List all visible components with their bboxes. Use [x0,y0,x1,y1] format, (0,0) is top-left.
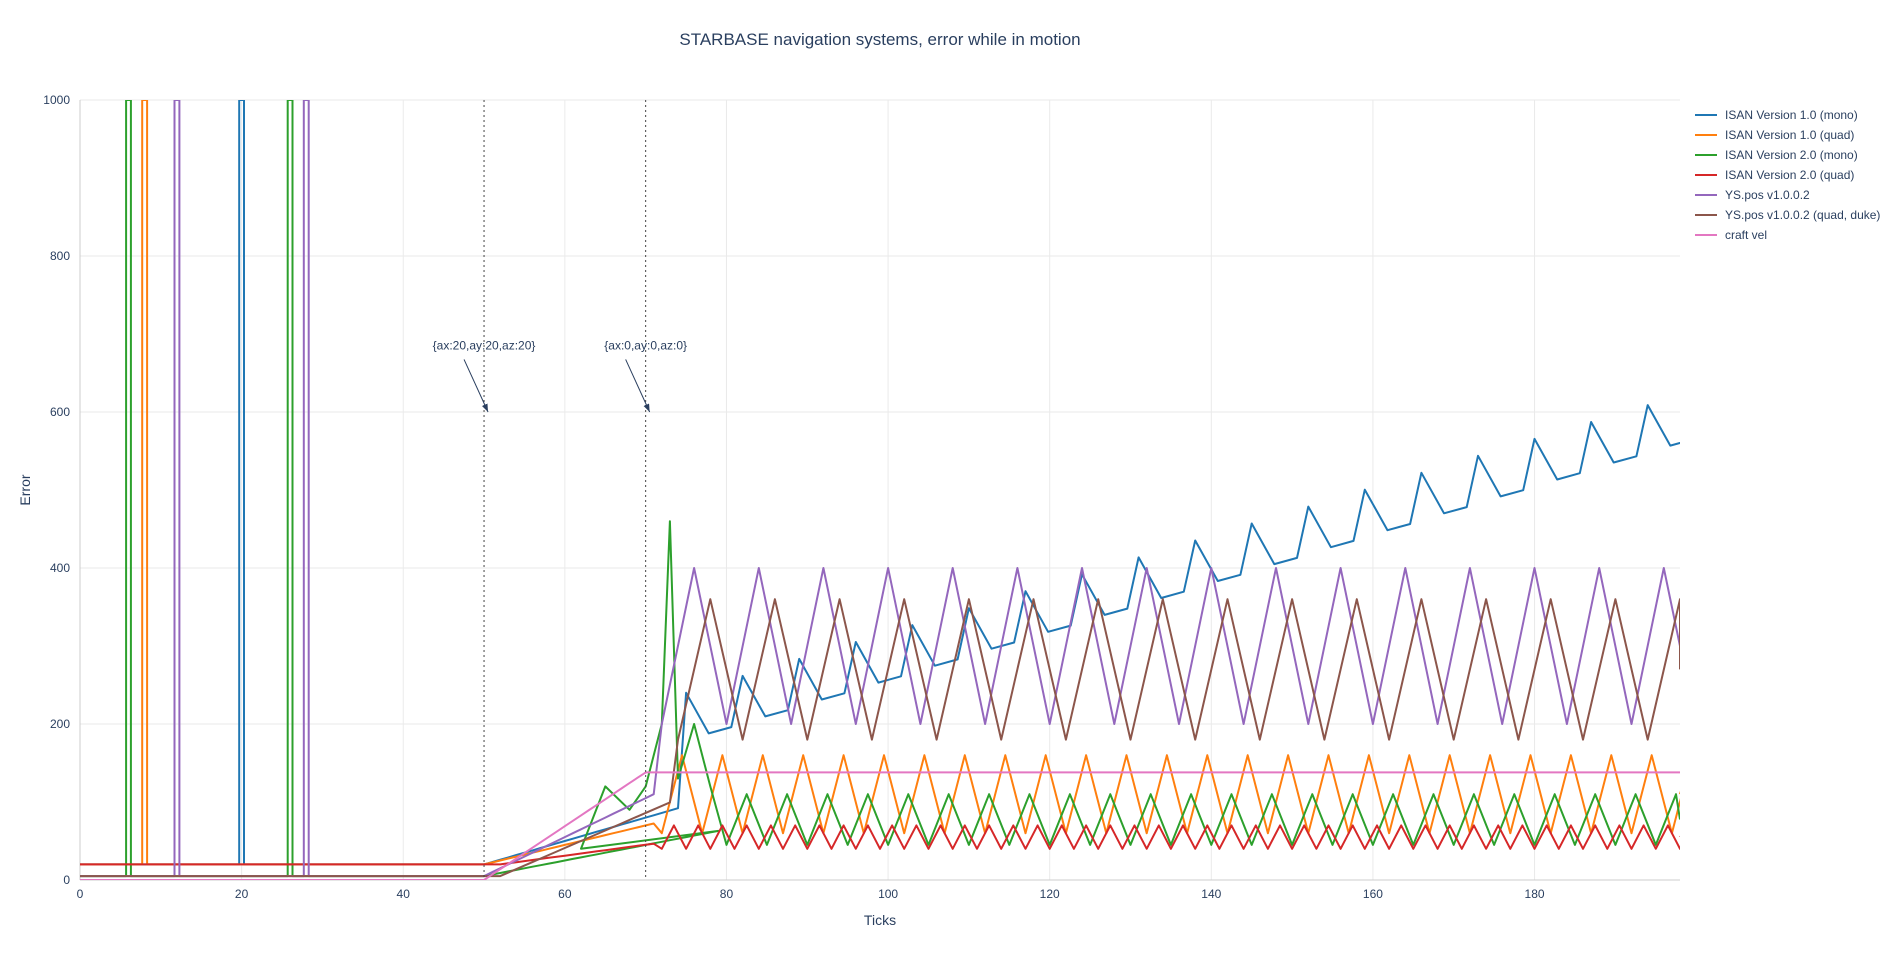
x-tick-label: 60 [558,887,572,901]
x-tick-label: 40 [397,887,411,901]
legend-label: YS.pos v1.0.0.2 [1725,188,1810,202]
legend-label: ISAN Version 1.0 (quad) [1725,128,1854,142]
plot-area: ISAN Version 1.0 (mono)ISAN Version 1.0 … [80,100,1693,880]
series-line: ISAN Version 2.0 (quad) [80,825,1692,864]
x-tick-label: 180 [1525,887,1545,901]
legend-label: craft vel [1725,228,1767,242]
chart-title: STARBASE navigation systems, error while… [679,30,1080,49]
series-line: ISAN Version 1.0 (quad) [80,100,1692,864]
x-tick-label: 80 [720,887,734,901]
y-tick-label: 600 [50,405,70,419]
y-tick-label: 1000 [43,93,70,107]
y-tick-label: 200 [50,717,70,731]
x-tick-label: 120 [1040,887,1060,901]
x-axis-label: Ticks [864,912,896,928]
x-tick-label: 0 [77,887,84,901]
annotation-label: {ax:20,ay:20,az:20} [433,338,536,352]
y-tick-label: 800 [50,249,70,263]
annotation-label: {ax:0,ay:0,az:0} [604,338,687,352]
x-tick-label: 160 [1363,887,1383,901]
x-tick-label: 140 [1201,887,1221,901]
legend-label: ISAN Version 2.0 (quad) [1725,168,1854,182]
y-tick-label: 400 [50,561,70,575]
y-tick-label: 0 [63,873,70,887]
series-line: ISAN Version 2.0 (mono) [80,100,1680,876]
chart-container: STARBASE navigation systems, error while… [0,0,1904,959]
legend-label: ISAN Version 2.0 (mono) [1725,148,1858,162]
series-line: YS.pos v1.0.0.2 [80,100,1680,876]
line-chart: STARBASE navigation systems, error while… [0,0,1904,959]
y-axis-label: Error [17,474,33,505]
x-tick-label: 20 [235,887,249,901]
series-line: ISAN Version 1.0 (mono) [80,100,1693,864]
x-tick-label: 100 [878,887,898,901]
legend-label: ISAN Version 1.0 (mono) [1725,108,1858,122]
legend-label: YS.pos v1.0.0.2 (quad, duke) [1725,208,1880,222]
series-line: YS.pos v1.0.0.2 (quad, duke) [80,599,1680,876]
